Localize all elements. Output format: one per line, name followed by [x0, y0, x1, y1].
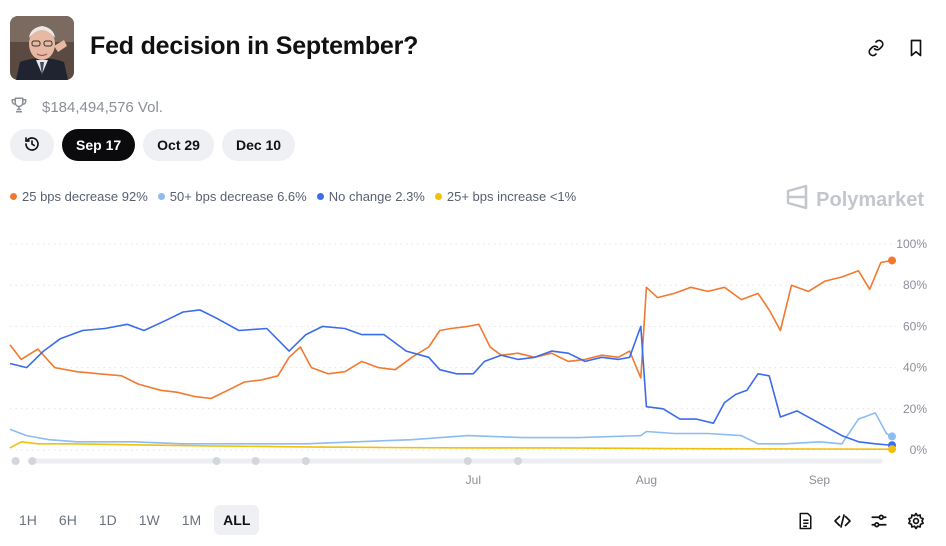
range-6h[interactable]: 6H	[58, 512, 77, 528]
date-tabs: Sep 17 Oct 29 Dec 10	[10, 129, 296, 161]
document-icon[interactable]	[795, 511, 815, 531]
series-line	[9, 412, 893, 445]
history-button[interactable]	[10, 129, 54, 161]
series-line	[9, 309, 893, 447]
volume-row: $184,494,576 Vol.	[10, 96, 163, 118]
series-line	[9, 259, 893, 400]
sliders-icon[interactable]	[869, 511, 889, 531]
event-marker	[251, 457, 260, 465]
legend-dot	[316, 193, 324, 200]
chart-legend: 25 bps decrease 92% 50+ bps decrease 6.6…	[10, 189, 576, 204]
y-tick-label: 40%	[903, 361, 927, 375]
trophy-icon	[10, 96, 28, 118]
legend-item: 50+ bps decrease 6.6%	[157, 189, 307, 204]
x-tick-label: Jul	[466, 473, 481, 487]
series-line	[9, 441, 893, 450]
x-tick-label: Sep	[809, 473, 831, 487]
legend-item: 25+ bps increase <1%	[434, 189, 577, 204]
link-icon[interactable]	[866, 38, 886, 58]
history-icon	[23, 135, 41, 156]
x-tick-label: Aug	[636, 473, 657, 487]
legend-label: No change 2.3%	[328, 189, 425, 204]
embed-code-icon[interactable]	[832, 511, 852, 531]
event-marker	[11, 457, 20, 465]
y-tick-label: 100%	[896, 237, 927, 251]
range-1m[interactable]: 1M	[181, 512, 202, 528]
range-all[interactable]: ALL	[214, 505, 260, 535]
range-1h[interactable]: 1H	[19, 512, 37, 528]
legend-label: 25+ bps increase <1%	[446, 189, 577, 204]
range-1w[interactable]: 1W	[138, 512, 160, 528]
series-end-marker	[888, 445, 896, 454]
event-marker	[513, 457, 522, 465]
legend-dot	[157, 193, 165, 200]
series-end-marker	[888, 256, 896, 265]
tab-sep-17[interactable]: Sep 17	[62, 129, 136, 161]
polymarket-watermark: Polymarket	[786, 184, 924, 216]
y-tick-label: 20%	[903, 402, 927, 416]
y-tick-label: 60%	[903, 319, 927, 333]
legend-item: 25 bps decrease 92%	[10, 189, 148, 204]
legend-item: No change 2.3%	[316, 189, 425, 204]
header-actions	[866, 38, 926, 58]
range-1d[interactable]: 1D	[98, 512, 117, 528]
settings-icon[interactable]	[906, 511, 926, 531]
tab-dec-10[interactable]: Dec 10	[221, 129, 296, 161]
series-end-marker	[888, 432, 896, 441]
legend-dot	[10, 193, 17, 200]
event-marker	[463, 457, 472, 465]
y-tick-label: 0%	[910, 443, 928, 457]
legend-label: 25 bps decrease 92%	[22, 189, 148, 204]
price-history-chart: 100% 80% 60% 40% 20% 0% Jul Aug Sep	[9, 237, 928, 487]
volume-text: $184,494,576 Vol.	[42, 98, 163, 116]
legend-label: 50+ bps decrease 6.6%	[169, 189, 307, 204]
tab-oct-29[interactable]: Oct 29	[143, 129, 214, 161]
bookmark-icon[interactable]	[906, 38, 926, 58]
chart-actions	[795, 511, 926, 531]
legend-dot	[434, 193, 442, 200]
event-marker	[301, 457, 310, 465]
market-title: Fed decision in September?	[90, 32, 419, 60]
event-marker	[212, 457, 221, 465]
y-tick-label: 80%	[903, 278, 927, 292]
brand-name: Polymarket	[816, 188, 924, 211]
market-image	[10, 16, 74, 80]
time-range-tabs: 1H 6H 1D 1W 1M ALL	[10, 505, 260, 535]
polymarket-logo-icon	[786, 184, 808, 216]
event-marker	[28, 457, 37, 465]
